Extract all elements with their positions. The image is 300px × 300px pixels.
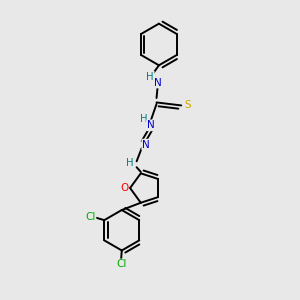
Text: S: S (184, 100, 191, 110)
Text: H: H (146, 72, 154, 82)
Text: H: H (126, 158, 134, 168)
Text: O: O (120, 183, 128, 193)
Text: H: H (140, 114, 148, 124)
Text: Cl: Cl (116, 260, 126, 269)
Text: Cl: Cl (85, 212, 95, 222)
Text: N: N (142, 140, 150, 150)
Text: N: N (154, 77, 162, 88)
Text: N: N (147, 120, 155, 130)
